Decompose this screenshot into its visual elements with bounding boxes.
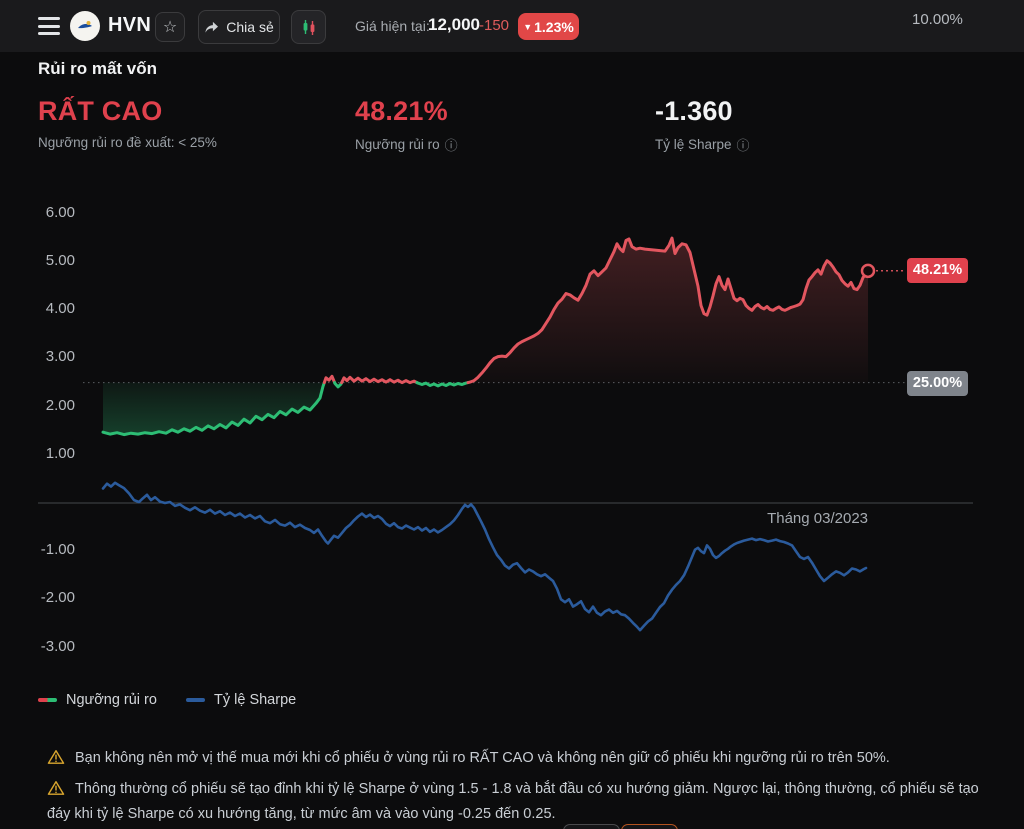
warning-row-2: Thông thường cổ phiếu sẽ tạo đỉnh khi tỷ… <box>47 778 982 825</box>
risk-sharpe-chart[interactable] <box>0 190 1024 670</box>
right-axis-tick: 10.00% <box>912 11 963 29</box>
risk-line-below <box>101 381 326 437</box>
top-bar: HVN ☆ Chia sẻ Giá hiện tại: 12,000 -150 … <box>0 0 1024 52</box>
risk-line-below <box>415 381 470 388</box>
chart-area: 48.21% 25.00% Tháng 03/2023 6.00 5.00 4.00… <box>0 11 1024 670</box>
share-icon <box>205 21 219 33</box>
price-change-percent: 1.23% <box>534 18 574 35</box>
left-axis-tick: 6.00 <box>45 203 75 221</box>
cutoff-button-right[interactable] <box>621 824 678 829</box>
left-axis-tick: 3.00 <box>45 348 75 366</box>
section-title: Rủi ro mất vốn <box>38 59 158 78</box>
risk-threshold-caption: Ngưỡng rủi ro ⓘ <box>355 135 458 154</box>
risk-line-above <box>466 236 870 385</box>
info-icon[interactable]: ⓘ <box>444 138 458 153</box>
risk-suggestion-caption: Ngưỡng rủi ro đề xuất: < 25% <box>38 135 217 150</box>
candlestick-icon <box>303 20 314 35</box>
x-axis-month-label: Tháng 03/2023 <box>767 510 868 527</box>
share-label: Chia sẻ <box>226 19 274 35</box>
last-point-marker <box>860 263 876 279</box>
current-value-badge: 48.21% <box>907 257 968 283</box>
ticker-symbol: HVN <box>108 14 152 36</box>
left-axis-tick: -2.00 <box>40 589 75 607</box>
left-axis-tick: 1.00 <box>45 444 75 462</box>
legend-label-sharpe: Tỷ lệ Sharpe <box>214 692 297 708</box>
risk-fill-above <box>324 238 868 383</box>
hvn-logo-mark <box>78 21 92 29</box>
legend-item-risk[interactable]: Ngưỡng rủi ro <box>38 692 157 708</box>
current-price-label: Giá hiện tại: <box>355 18 430 34</box>
left-axis-tick: -3.00 <box>40 637 75 655</box>
warning-row-1: Bạn không nên mở vị thế mua mới khi cổ p… <box>47 747 982 772</box>
warning-icon <box>47 780 65 803</box>
sharpe-ratio-caption-text: Tỷ lệ Sharpe <box>655 137 732 152</box>
share-button[interactable]: Chia sẻ <box>198 10 280 44</box>
legend-item-sharpe[interactable]: Tỷ lệ Sharpe <box>186 692 296 708</box>
sharpe-line <box>101 481 868 632</box>
threshold-badge: 25.00% <box>907 370 968 396</box>
price-change-percent-badge: ▼ 1.23% <box>518 13 579 40</box>
favorite-button[interactable]: ☆ <box>155 12 185 42</box>
cutoff-button-left[interactable] <box>563 824 620 829</box>
warning-text-1: Bạn không nên mở vị thế mua mới khi cổ p… <box>75 750 890 766</box>
risk-level-value: RẤT CAO <box>38 96 163 126</box>
info-icon[interactable]: ⓘ <box>736 138 750 153</box>
sharpe-ratio-caption: Tỷ lệ Sharpe ⓘ <box>655 135 750 154</box>
menu-icon[interactable] <box>38 17 60 35</box>
current-price-value: 12,000 <box>428 15 480 34</box>
hvn-logo <box>70 11 100 41</box>
warning-text-2: Thông thường cổ phiếu sẽ tạo đỉnh khi tỷ… <box>47 781 979 822</box>
risk-line-above <box>340 375 419 385</box>
left-axis-tick: 4.00 <box>45 300 75 318</box>
risk-threshold-value: 48.21% <box>355 96 448 126</box>
left-axis-tick: -1.00 <box>40 541 75 559</box>
price-change: -150 <box>479 17 510 34</box>
left-axis-tick: 5.00 <box>45 252 75 270</box>
warning-icon <box>47 749 65 772</box>
down-arrow-icon: ▼ <box>523 21 533 32</box>
left-axis-tick: 2.00 <box>45 396 75 414</box>
risk-fill-below <box>103 382 325 435</box>
sharpe-ratio-value: -1.360 <box>655 96 733 126</box>
sharpe-line-swatch <box>186 698 205 702</box>
star-icon: ☆ <box>162 19 178 36</box>
risk-line-above <box>322 374 337 385</box>
legend-label-risk: Ngưỡng rủi ro <box>66 692 157 708</box>
risk-threshold-caption-text: Ngưỡng rủi ro <box>355 137 440 152</box>
chart-type-button[interactable] <box>291 10 326 44</box>
risk-line-swatch <box>38 698 57 702</box>
